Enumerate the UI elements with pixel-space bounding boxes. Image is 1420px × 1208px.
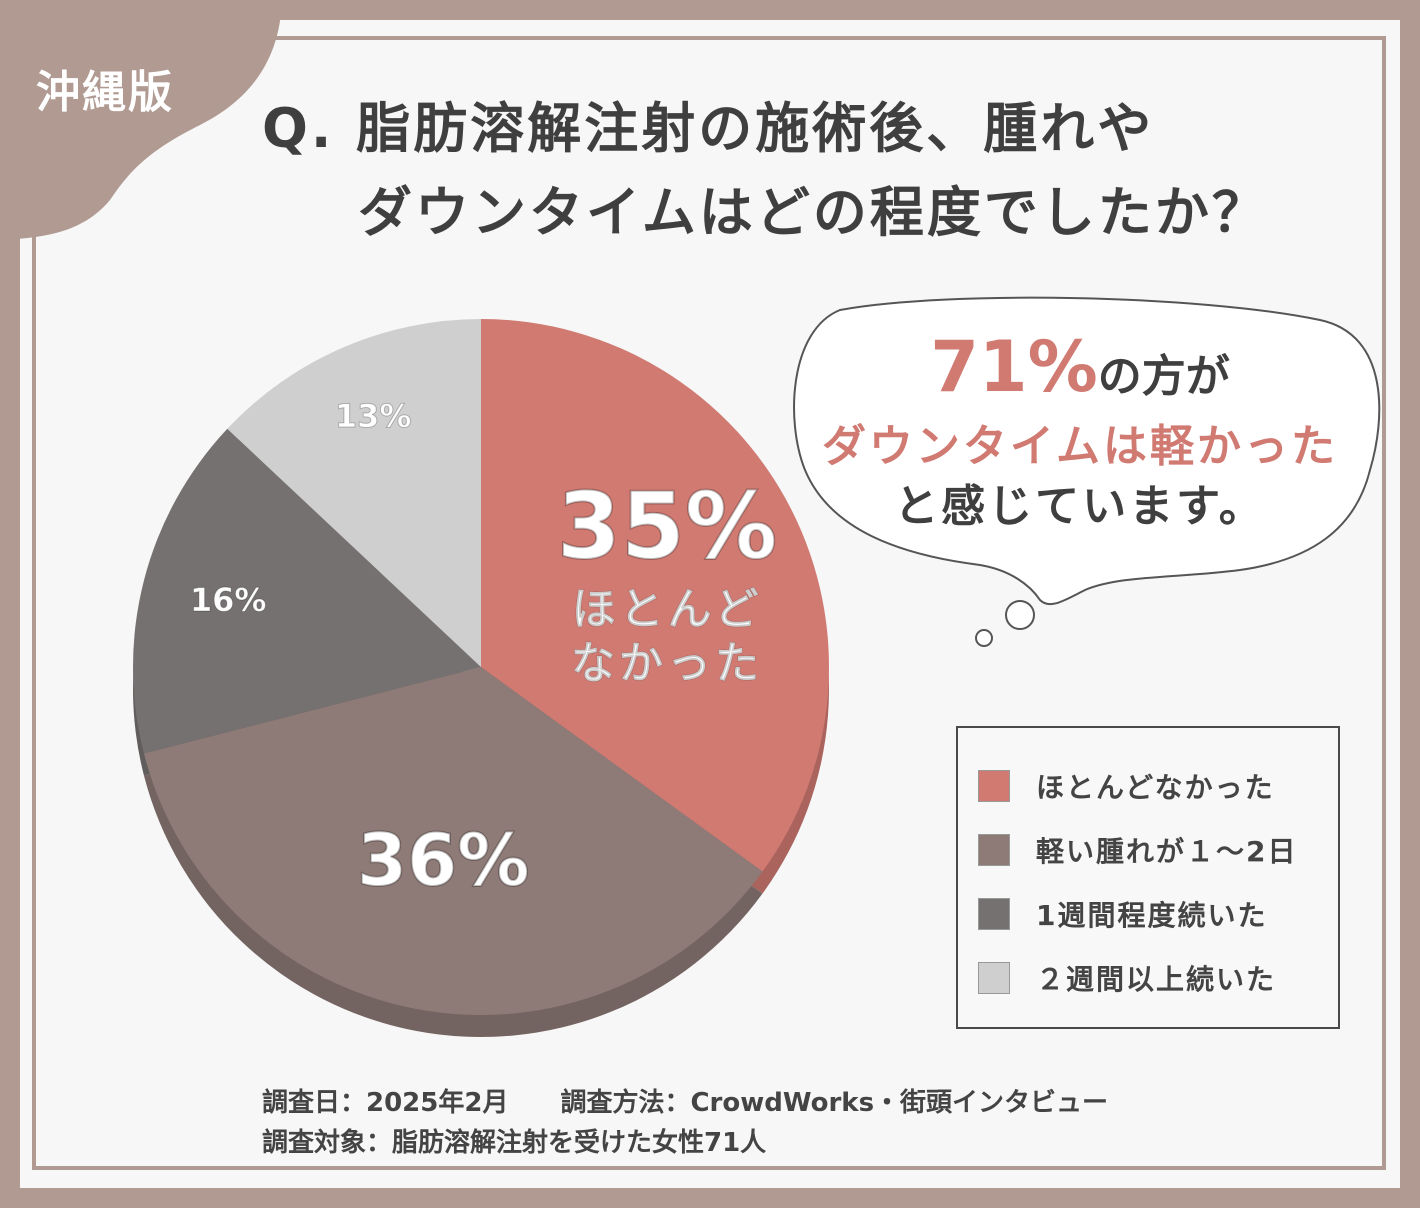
- legend-item: 1週間程度続いた: [978, 894, 1267, 934]
- callout-percent: 71%: [930, 326, 1098, 408]
- title-line-2: ダウンタイムはどの程度でしたか？: [358, 181, 1269, 244]
- pie-label-3: 16%: [190, 581, 267, 619]
- callout-line-3: と感じています。: [894, 481, 1266, 532]
- legend-label: 軽い腫れが１～2日: [1036, 835, 1298, 868]
- legend-item: 軽い腫れが１～2日: [978, 830, 1297, 870]
- corner-blob: [0, 0, 282, 240]
- frame-border: [32, 36, 1386, 1170]
- legend-swatch: [978, 898, 1010, 930]
- pie-inner-label: ほとんど: [572, 584, 763, 635]
- legend-label: ２週間以上続いた: [1036, 963, 1277, 996]
- pie-inner-label: なかった: [571, 638, 763, 689]
- pie-label-1: 35%: [557, 473, 777, 580]
- legend-swatch: [978, 834, 1010, 866]
- callout-line-1-rest: の方が: [1097, 351, 1230, 402]
- pie-label-4: 13%: [335, 397, 412, 435]
- survey-info-line-2: 調査対象：脂肪溶解注射を受けた女性71人: [262, 1128, 767, 1158]
- legend-label: ほとんどなかった: [1036, 771, 1275, 804]
- region-label: 沖縄版: [36, 67, 174, 118]
- survey-info-line-1: 調査日：2025年2月 調査方法：CrowdWorks・街頭インタビュー: [262, 1088, 1109, 1118]
- pie-label-2: 36%: [357, 818, 529, 902]
- callout-line-2: ダウンタイムは軽かった: [821, 421, 1339, 472]
- pie-slice-1: [481, 319, 829, 872]
- legend-item: ほとんどなかった: [978, 766, 1275, 806]
- pie-slice-4: [227, 319, 481, 667]
- legend-swatch: [978, 962, 1010, 994]
- legend-item: ２週間以上続いた: [978, 958, 1276, 998]
- legend-swatch: [978, 770, 1010, 802]
- legend: ほとんどなかった 軽い腫れが１～2日 1週間程度続いた ２週間以上続いた: [956, 726, 1340, 1029]
- callout-line-1: 71%の方が: [800, 326, 1360, 408]
- legend-label: 1週間程度続いた: [1036, 899, 1268, 932]
- pie-slice-3: [133, 428, 482, 754]
- title-line-1: Q. 脂肪溶解注射の施術後、腫れや: [262, 97, 1155, 160]
- pie-slice-2: [143, 667, 763, 1015]
